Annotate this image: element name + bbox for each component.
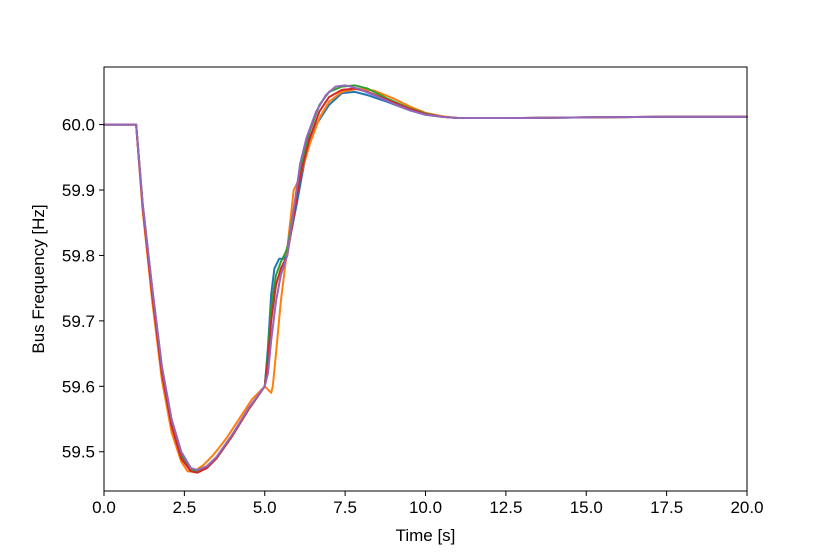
series-line-2 xyxy=(103,87,748,473)
x-tick-label: 17.5 xyxy=(650,498,683,517)
y-tick-label: 59.9 xyxy=(62,181,95,200)
series-line-3 xyxy=(103,84,748,473)
y-tick-label: 59.7 xyxy=(62,312,95,331)
x-tick-label: 5.0 xyxy=(253,498,277,517)
y-tick-label: 60.0 xyxy=(62,116,95,135)
x-tick-label: 0.0 xyxy=(92,498,116,517)
series-line-1 xyxy=(103,90,748,473)
x-tick-label: 12.5 xyxy=(489,498,522,517)
y-tick-label: 59.5 xyxy=(62,443,95,462)
x-tick-label: 15.0 xyxy=(570,498,603,517)
series-line-4 xyxy=(103,87,748,474)
y-axis-label: Bus Frequency [Hz] xyxy=(29,204,48,353)
series-line-5 xyxy=(103,84,748,472)
x-axis: 0.0 2.5 5.0 7.5 10.0 12.5 15.0 17.5 20.0 xyxy=(92,491,764,517)
x-tick-label: 2.5 xyxy=(173,498,197,517)
y-tick-label: 59.6 xyxy=(62,377,95,396)
plot-area-frame xyxy=(103,66,748,492)
y-tick-label: 59.8 xyxy=(62,246,95,265)
y-axis: 59.5 59.6 59.7 59.8 59.9 60.0 xyxy=(62,116,104,462)
x-axis-label: Time [s] xyxy=(396,526,456,545)
x-tick-label: 20.0 xyxy=(730,498,763,517)
x-tick-label: 7.5 xyxy=(333,498,357,517)
x-tick-label: 10.0 xyxy=(409,498,442,517)
series-layer xyxy=(103,84,748,474)
